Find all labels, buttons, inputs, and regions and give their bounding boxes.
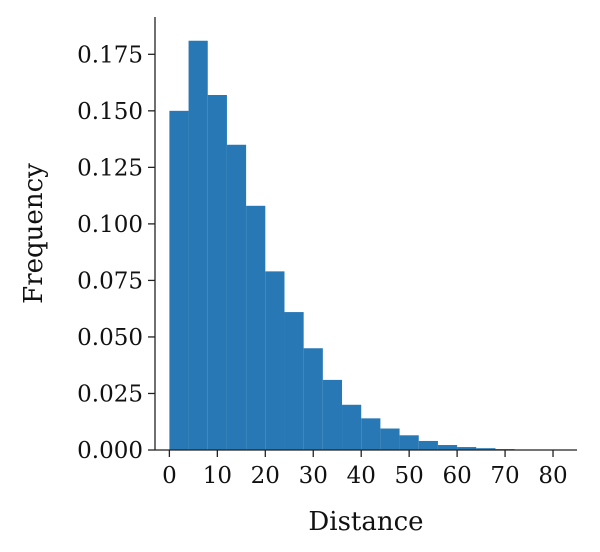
histogram-bar bbox=[169, 110, 189, 450]
histogram-bar bbox=[226, 144, 247, 450]
x-axis-label: Distance bbox=[308, 507, 423, 537]
histogram-bar bbox=[437, 445, 458, 450]
y-ticks-group: 0.000 0.025 0.050 0.075 0.100 0.125 0.150 0.175 bbox=[77, 42, 155, 464]
y-axis-label: Frequency bbox=[19, 163, 49, 304]
y-tick-label: 0.175 bbox=[77, 42, 143, 68]
x-tick-label: 60 bbox=[442, 463, 471, 489]
histogram-bar bbox=[322, 379, 343, 450]
y-tick-label: 0.125 bbox=[77, 155, 143, 181]
x-tick-label: 0 bbox=[162, 463, 177, 489]
x-tick-label: 10 bbox=[203, 463, 232, 489]
axes-group bbox=[154, 17, 577, 451]
y-tick-label: 0.025 bbox=[77, 381, 143, 407]
histogram-bar bbox=[207, 95, 227, 450]
histogram-bar bbox=[380, 428, 400, 450]
histogram-bar bbox=[188, 40, 208, 450]
x-tick-label: 50 bbox=[395, 463, 424, 489]
histogram-bar bbox=[418, 440, 438, 450]
x-tick-label: 30 bbox=[299, 463, 328, 489]
y-tick-label: 0.100 bbox=[77, 212, 143, 238]
histogram-bar bbox=[284, 312, 304, 450]
histogram-bar bbox=[246, 205, 266, 450]
y-tick-label: 0.050 bbox=[77, 325, 143, 351]
histogram-bar bbox=[342, 404, 362, 450]
x-tick-label: 40 bbox=[347, 463, 376, 489]
x-ticks-group: 0 10 20 30 40 50 60 70 80 bbox=[162, 450, 568, 489]
histogram-bar bbox=[476, 448, 496, 450]
histogram-bar bbox=[457, 447, 477, 450]
x-tick-label: 70 bbox=[490, 463, 519, 489]
histogram-bar bbox=[265, 271, 285, 450]
y-tick-label: 0.000 bbox=[77, 438, 143, 464]
x-tick-label: 80 bbox=[538, 463, 567, 489]
y-tick-label: 0.075 bbox=[77, 268, 143, 294]
histogram-bar bbox=[303, 348, 323, 450]
x-tick-label: 20 bbox=[251, 463, 280, 489]
histogram-bar bbox=[361, 418, 381, 450]
y-tick-label: 0.150 bbox=[77, 99, 143, 125]
bars-group bbox=[169, 40, 573, 450]
histogram-bar bbox=[399, 435, 419, 450]
